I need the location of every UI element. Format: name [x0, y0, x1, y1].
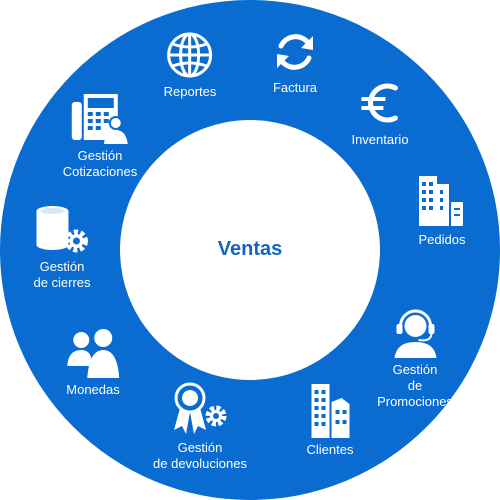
segment-gestion-promociones[interactable]: Gestión de Promociones — [373, 302, 458, 410]
segment-label: Gestión de cierres — [33, 259, 91, 290]
segment-label: Clientes — [306, 442, 354, 457]
segment-label: Reportes — [163, 84, 217, 99]
segment-gestion-cierres[interactable]: Gestión de cierres — [33, 203, 91, 291]
segment-label: Factura — [272, 80, 318, 95]
center-circle — [120, 120, 380, 380]
refresh-arrows-icon — [277, 34, 313, 70]
segment-inventario[interactable]: Inventario — [351, 78, 409, 148]
segment-clientes[interactable]: Clientes — [306, 378, 354, 458]
segment-factura[interactable]: Factura — [271, 28, 319, 96]
award-gear-icon — [174, 382, 227, 434]
headset-operator-icon — [394, 309, 436, 358]
skyscrapers-icon — [312, 384, 350, 438]
segment-gestion-cotizaciones[interactable]: Gestión Cotizaciones — [63, 90, 137, 180]
database-gear-icon — [35, 206, 88, 253]
segment-pedidos[interactable]: Pedidos — [417, 172, 467, 248]
segment-label: Inventario — [351, 132, 409, 147]
segment-reportes[interactable]: Reportes — [163, 30, 217, 100]
buildings-icon — [419, 176, 463, 226]
center-title: Ventas — [217, 238, 283, 260]
euro-icon — [361, 83, 398, 123]
people-icon — [66, 329, 119, 378]
globe-icon — [167, 32, 213, 78]
segment-label: Gestión de devoluciones — [153, 440, 247, 471]
segment-label: Monedas — [66, 382, 120, 397]
segment-monedas[interactable]: Monedas — [66, 326, 120, 398]
segment-label: Gestión de Promociones — [377, 362, 453, 409]
phone-user-icon — [72, 94, 128, 144]
segment-gestion-devoluciones[interactable]: Gestión de devoluciones — [153, 380, 247, 472]
segment-label: Pedidos — [418, 232, 466, 247]
segment-label: Gestión Cotizaciones — [62, 148, 138, 179]
